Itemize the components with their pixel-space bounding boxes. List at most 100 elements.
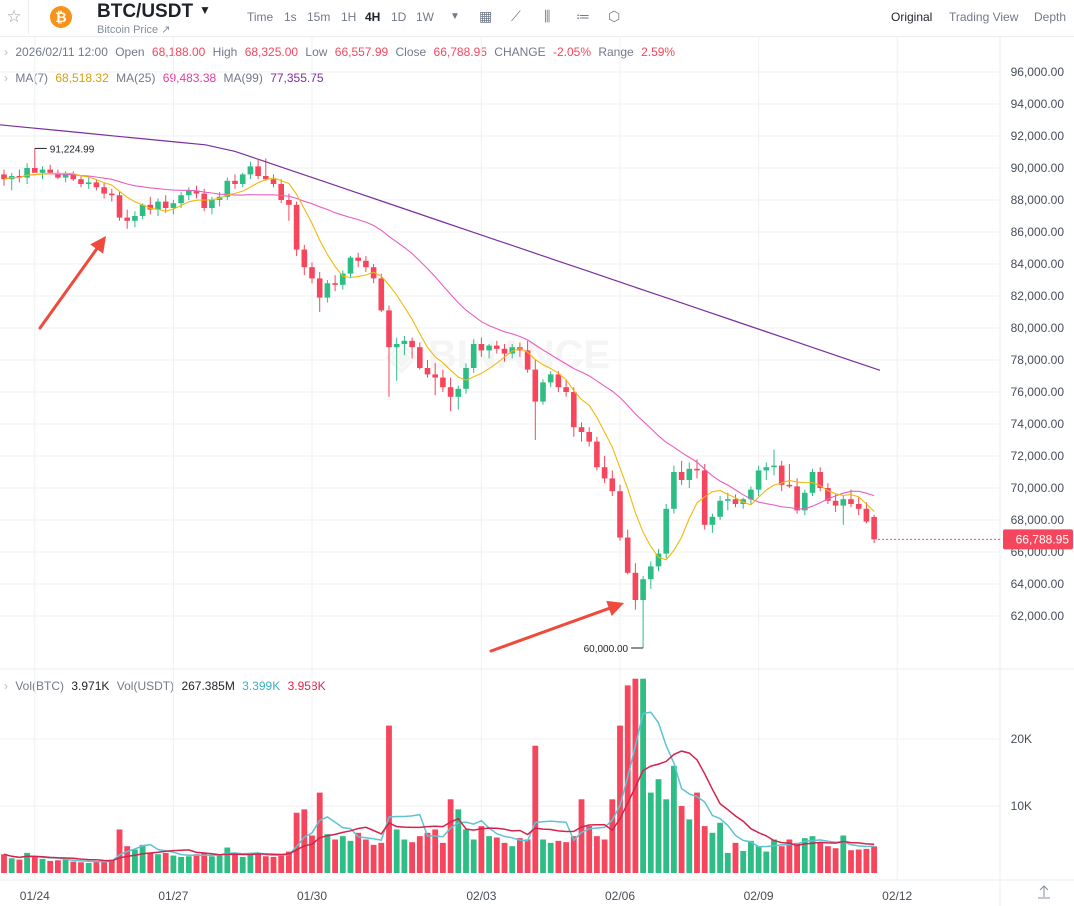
candle-body [293, 204, 300, 250]
price-tick-label: 76,000.00 [1011, 385, 1065, 399]
volume-bar [778, 846, 785, 873]
volume-bar [47, 860, 54, 873]
candle-body [470, 344, 477, 368]
volume-bar [324, 834, 331, 873]
top-toolbar: ☆ ₿ BTC/USDT ▼ Bitcoin Price ↗ Time 1s 1… [0, 0, 1074, 37]
volume-bar [447, 799, 454, 873]
change-label: CHANGE [494, 45, 546, 59]
volume-bar [70, 861, 77, 873]
volume-tick-label: 10K [1011, 799, 1032, 813]
ma25-value: 69,483.38 [162, 71, 217, 85]
star-icon[interactable]: ☆ [0, 0, 29, 34]
tab-1d[interactable]: 1D [391, 10, 407, 24]
candle-body [571, 392, 577, 428]
candle-body [270, 179, 277, 184]
tab-1w[interactable]: 1W [416, 10, 434, 24]
tab-time[interactable]: Time [247, 10, 274, 24]
volume-bar [401, 839, 408, 873]
volume-bar [155, 854, 161, 873]
line-chart-icon[interactable]: ⟋ [511, 8, 521, 24]
price-tick-label: 78,000.00 [1011, 353, 1065, 367]
ohlc-date: 2026/02/11 12:00 [15, 45, 108, 59]
volume-bar [101, 860, 107, 873]
candle-body [617, 491, 623, 538]
current-price-text: 66,788.95 [1016, 532, 1070, 546]
volume-bar [678, 806, 685, 873]
view-original[interactable]: Original [891, 10, 933, 24]
candle-body [855, 504, 862, 509]
candle-body [286, 200, 292, 205]
candle-body [540, 382, 546, 402]
candle-body [871, 516, 877, 540]
vol-btc-value: 3.971K [71, 679, 110, 693]
candle-body [694, 468, 700, 471]
candle-body [609, 478, 616, 492]
volume-bar [493, 837, 500, 873]
volume-bar [563, 842, 569, 873]
candle-body [586, 432, 592, 442]
volume-bar [586, 826, 593, 873]
vol-usdt-value: 267.385M [181, 679, 235, 693]
volume-bar [825, 846, 831, 873]
high-label: High [212, 45, 238, 59]
vol-legend-caret-icon[interactable]: › [4, 679, 8, 693]
vol-ma-b-value: 3.958K [287, 679, 326, 693]
volume-bar [855, 849, 862, 873]
candle-body [825, 488, 831, 501]
candle-settings-icon[interactable]: ⫼ [544, 8, 551, 24]
volume-bar [486, 836, 492, 873]
volume-tick-label: 20K [1011, 732, 1032, 746]
candle-body [340, 273, 346, 285]
volume-bar [509, 846, 516, 873]
volume-bar [647, 792, 654, 873]
volume-bar [209, 856, 215, 873]
volume-bar [24, 852, 30, 873]
hexagon-settings-icon[interactable]: ⬡ [608, 8, 621, 24]
candle-body [116, 195, 123, 218]
volume-bar [617, 725, 623, 873]
pair-subtitle-link[interactable]: Bitcoin Price ↗ [97, 24, 171, 36]
candle-body [1, 174, 7, 180]
reset-zoom-icon[interactable] [1038, 885, 1050, 899]
volume-bar [386, 725, 392, 873]
candle-body [247, 166, 254, 175]
volume-bar [686, 819, 693, 873]
indicator-icon[interactable]: ≔ [576, 8, 590, 24]
candle-body [732, 499, 739, 504]
time-tick-label: 02/12 [882, 889, 912, 903]
candle-body [755, 470, 762, 490]
volume-bar [31, 856, 38, 873]
candle-body [763, 467, 770, 471]
candle-body [440, 377, 446, 388]
low-label: Low [305, 45, 328, 59]
candle-body [178, 195, 184, 204]
tab-15m[interactable]: 15m [307, 10, 331, 24]
annotation-arrows [38, 236, 624, 653]
view-depth[interactable]: Depth [1034, 10, 1067, 24]
candle-body [39, 169, 46, 173]
tab-4h[interactable]: 4H [365, 10, 381, 24]
more-timeframes-icon[interactable]: ▼ [450, 11, 460, 22]
tab-1s[interactable]: 1s [284, 10, 297, 24]
arrow-annotation-left [38, 236, 106, 330]
tab-1h[interactable]: 1H [341, 10, 357, 24]
pair-title[interactable]: BTC/USDT [97, 1, 194, 22]
candle-body [717, 500, 723, 517]
legend-caret-icon[interactable]: › [4, 45, 8, 59]
change-value: -2.05% [552, 45, 591, 59]
volume-bar [478, 826, 485, 873]
price-tick-label: 70,000.00 [1011, 481, 1065, 495]
candle-body [139, 204, 146, 216]
volume-ma-line-b [3, 750, 875, 862]
ohlc-legend: › 2026/02/11 12:00 Open 68,188.00 High 6… [0, 45, 1000, 59]
view-trading-view[interactable]: Trading View [949, 10, 1019, 24]
calendar-icon[interactable]: ▦ [479, 8, 493, 24]
ma-legend-caret-icon[interactable]: › [4, 71, 8, 85]
range-label: Range [598, 45, 634, 59]
candle-body [401, 340, 408, 344]
volume-bar [409, 842, 415, 873]
chevron-down-icon[interactable]: ▼ [199, 3, 211, 17]
candle-body [316, 278, 323, 298]
close-value: 66,788.95 [433, 45, 487, 59]
